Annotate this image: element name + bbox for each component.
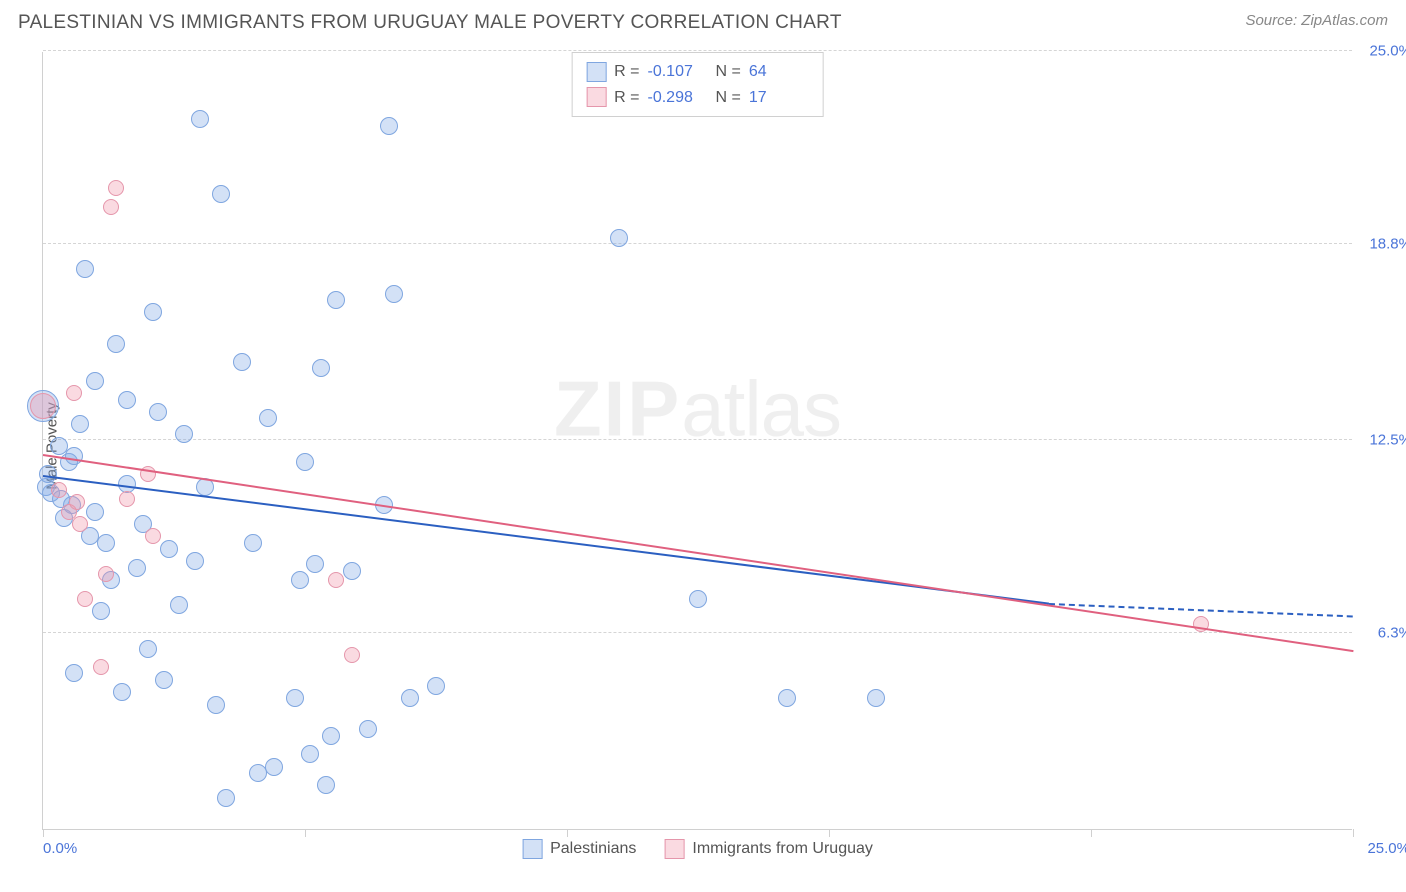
x-tick (1353, 829, 1354, 837)
chart-title: PALESTINIAN VS IMMIGRANTS FROM URUGUAY M… (18, 12, 842, 34)
point-palestinians (92, 602, 110, 620)
point-palestinians (107, 335, 125, 353)
y-tick-label: 18.8% (1357, 235, 1406, 252)
point-palestinians (296, 453, 314, 471)
point-palestinians (76, 260, 94, 278)
correlation-legend: R =-0.107 N =64 R =-0.298 N =17 (571, 52, 824, 117)
point-palestinians (118, 391, 136, 409)
point-uruguay (72, 516, 88, 532)
point-palestinians (306, 555, 324, 573)
trend-line (43, 475, 1049, 605)
point-palestinians (170, 596, 188, 614)
point-palestinians (97, 534, 115, 552)
point-palestinians (233, 353, 251, 371)
point-uruguay (66, 385, 82, 401)
point-uruguay (344, 647, 360, 663)
point-palestinians (301, 745, 319, 763)
swatch-uruguay (586, 87, 606, 107)
swatch-palestinians-icon (522, 839, 542, 859)
legend-item-palestinians: Palestinians (522, 839, 636, 859)
swatch-uruguay-icon (664, 839, 684, 859)
point-palestinians (385, 285, 403, 303)
point-palestinians (212, 185, 230, 203)
point-uruguay (98, 566, 114, 582)
series-legend: Palestinians Immigrants from Uruguay (522, 839, 873, 859)
point-palestinians (65, 664, 83, 682)
grid-line (43, 50, 1352, 51)
trend-line (43, 454, 1353, 652)
point-uruguay (328, 572, 344, 588)
chart-plot-area: ZIPatlas R =-0.107 N =64 R =-0.298 N =17… (42, 52, 1352, 830)
point-uruguay (69, 494, 85, 510)
point-palestinians (191, 110, 209, 128)
point-palestinians (259, 409, 277, 427)
watermark: ZIPatlas (554, 364, 841, 455)
point-palestinians (322, 727, 340, 745)
point-uruguay (119, 491, 135, 507)
x-tick (305, 829, 306, 837)
point-palestinians (155, 671, 173, 689)
chart-header: PALESTINIAN VS IMMIGRANTS FROM URUGUAY M… (0, 0, 1406, 42)
point-palestinians (128, 559, 146, 577)
point-palestinians (149, 403, 167, 421)
point-palestinians (359, 720, 377, 738)
x-tick (1091, 829, 1092, 837)
point-uruguay (30, 393, 56, 419)
point-uruguay (103, 199, 119, 215)
point-palestinians (139, 640, 157, 658)
grid-line (43, 439, 1352, 440)
point-palestinians (291, 571, 309, 589)
x-tick (829, 829, 830, 837)
point-palestinians (343, 562, 361, 580)
point-palestinians (286, 689, 304, 707)
point-palestinians (867, 689, 885, 707)
point-palestinians (610, 229, 628, 247)
grid-line (43, 243, 1352, 244)
point-palestinians (244, 534, 262, 552)
y-tick-label: 6.3% (1357, 624, 1406, 641)
grid-line (43, 632, 1352, 633)
x-tick (567, 829, 568, 837)
point-palestinians (217, 789, 235, 807)
point-uruguay (77, 591, 93, 607)
point-palestinians (113, 683, 131, 701)
point-palestinians (144, 303, 162, 321)
point-palestinians (401, 689, 419, 707)
point-palestinians (312, 359, 330, 377)
point-palestinians (86, 372, 104, 390)
point-palestinians (427, 677, 445, 695)
point-palestinians (71, 415, 89, 433)
point-palestinians (65, 447, 83, 465)
x-tick (43, 829, 44, 837)
swatch-palestinians (586, 62, 606, 82)
point-palestinians (160, 540, 178, 558)
point-palestinians (327, 291, 345, 309)
point-palestinians (689, 590, 707, 608)
point-palestinians (265, 758, 283, 776)
legend-row-uruguay: R =-0.298 N =17 (586, 85, 809, 111)
chart-source: Source: ZipAtlas.com (1245, 12, 1388, 29)
point-palestinians (207, 696, 225, 714)
y-tick-label: 25.0% (1357, 43, 1406, 60)
point-uruguay (108, 180, 124, 196)
point-palestinians (778, 689, 796, 707)
x-axis-min-label: 0.0% (43, 840, 77, 857)
y-tick-label: 12.5% (1357, 432, 1406, 449)
point-palestinians (39, 465, 57, 483)
point-uruguay (51, 482, 67, 498)
point-palestinians (380, 117, 398, 135)
point-palestinians (118, 475, 136, 493)
point-palestinians (86, 503, 104, 521)
point-uruguay (145, 528, 161, 544)
legend-item-uruguay: Immigrants from Uruguay (664, 839, 873, 859)
x-axis-max-label: 25.0% (1367, 840, 1406, 857)
point-uruguay (93, 659, 109, 675)
point-palestinians (175, 425, 193, 443)
point-palestinians (186, 552, 204, 570)
point-palestinians (317, 776, 335, 794)
legend-row-palestinians: R =-0.107 N =64 (586, 59, 809, 85)
